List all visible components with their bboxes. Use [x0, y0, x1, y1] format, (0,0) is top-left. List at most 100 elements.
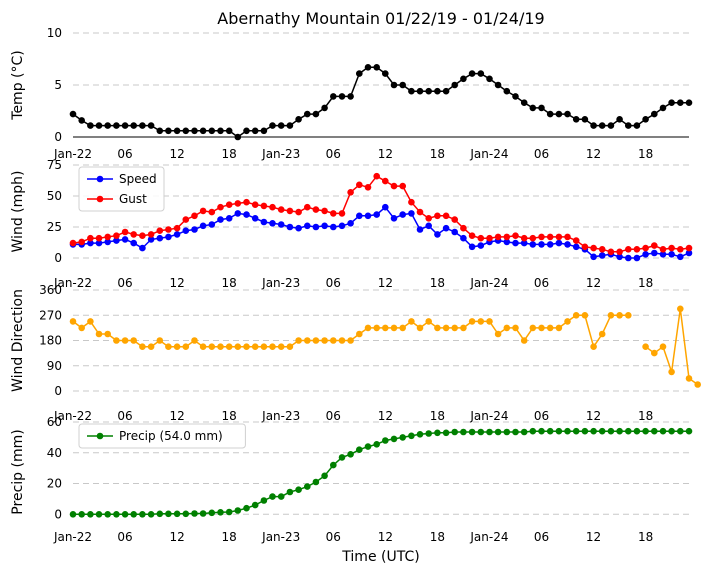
data-point — [295, 116, 302, 123]
data-point — [269, 493, 276, 500]
data-point — [234, 133, 242, 141]
data-point — [121, 122, 129, 129]
x-axis-label: Time (UTC) — [341, 549, 419, 565]
data-point — [590, 343, 597, 351]
data-point — [399, 434, 407, 441]
legend-label: Speed — [119, 172, 157, 186]
data-point — [520, 337, 528, 344]
data-point — [286, 207, 294, 215]
data-point — [243, 343, 250, 351]
data-point — [78, 117, 85, 124]
x-tick-label: Jan-23 — [261, 276, 300, 290]
x-tick-label: Jan-24 — [469, 276, 508, 290]
data-point — [338, 210, 346, 217]
data-point — [364, 212, 372, 220]
y-axis-label: Wind (mph) — [10, 171, 26, 253]
data-point — [330, 337, 337, 344]
x-tick-label: 12 — [378, 530, 393, 544]
data-point — [408, 210, 415, 217]
data-point — [460, 75, 467, 83]
data-point — [295, 337, 302, 344]
x-tick-label: 06 — [117, 276, 132, 290]
data-point — [434, 87, 441, 95]
data-point — [529, 324, 537, 332]
x-tick-label: 18 — [638, 530, 653, 544]
data-point — [512, 324, 519, 332]
data-point — [113, 232, 120, 239]
data-point — [260, 218, 268, 226]
data-point — [78, 324, 85, 332]
data-point — [139, 511, 146, 518]
x-tick-label: 12 — [586, 409, 601, 423]
data-point — [347, 220, 354, 227]
data-point — [512, 232, 519, 239]
x-tick-label: Jan-24 — [469, 530, 508, 544]
data-point — [87, 122, 94, 129]
data-point — [555, 324, 563, 332]
data-point — [416, 208, 424, 216]
data-point — [338, 454, 346, 461]
data-point — [633, 246, 641, 253]
data-point — [651, 349, 658, 357]
data-point — [468, 243, 476, 251]
data-point — [416, 431, 424, 438]
data-point — [312, 110, 320, 118]
data-point — [269, 203, 276, 211]
x-tick-label: 06 — [534, 276, 549, 290]
data-point — [477, 318, 485, 325]
data-point — [347, 93, 354, 100]
data-point — [668, 368, 675, 376]
data-point — [512, 93, 519, 100]
data-point — [330, 210, 337, 217]
data-point — [234, 343, 242, 351]
x-tick-label: 06 — [534, 409, 549, 423]
data-point — [390, 182, 398, 190]
data-point — [590, 122, 597, 129]
data-point — [217, 216, 224, 223]
data-point — [156, 337, 164, 344]
data-point — [390, 435, 398, 443]
legend-swatch-marker — [96, 195, 104, 203]
data-point — [520, 99, 528, 106]
data-point — [590, 244, 597, 252]
x-tick-label: 18 — [638, 276, 653, 290]
x-tick-label: Jan-23 — [261, 530, 300, 544]
data-point — [425, 318, 433, 325]
data-point — [399, 81, 407, 89]
data-point — [633, 122, 641, 129]
data-point — [668, 251, 675, 258]
y-tick-label: 75 — [47, 158, 62, 172]
data-point — [390, 215, 398, 222]
data-point — [121, 228, 129, 236]
x-tick-label: 06 — [117, 409, 132, 423]
data-point — [304, 203, 311, 211]
data-point — [651, 110, 658, 118]
data-point — [113, 237, 120, 244]
data-point — [494, 81, 502, 89]
data-point — [373, 441, 381, 448]
data-point — [633, 254, 641, 262]
data-point — [572, 237, 580, 244]
data-point — [477, 70, 485, 77]
panel-wind: 0 25 50 75 Wind (mph) Jan-22 06 12 18 Jan-23 06 12 1… — [10, 158, 693, 290]
legend-item: Gust — [87, 192, 147, 206]
data-point — [677, 427, 684, 435]
y-tick-label: 50 — [47, 189, 62, 203]
y-axis-label: Wind Direction — [10, 289, 26, 392]
data-point — [199, 343, 207, 351]
data-point — [269, 220, 276, 227]
x-tick-label: 06 — [534, 530, 549, 544]
data-point — [685, 249, 693, 257]
data-point — [651, 242, 658, 249]
legend-swatch-marker — [96, 175, 104, 183]
data-point — [156, 127, 164, 135]
data-point — [95, 239, 103, 247]
data-point — [668, 99, 675, 106]
data-point — [165, 226, 172, 233]
data-point — [529, 104, 537, 112]
x-tick-label: 12 — [378, 147, 393, 161]
data-point — [173, 224, 181, 232]
data-point — [590, 253, 597, 261]
data-point — [356, 70, 363, 77]
series-precip-54-0-mm — [69, 427, 693, 518]
